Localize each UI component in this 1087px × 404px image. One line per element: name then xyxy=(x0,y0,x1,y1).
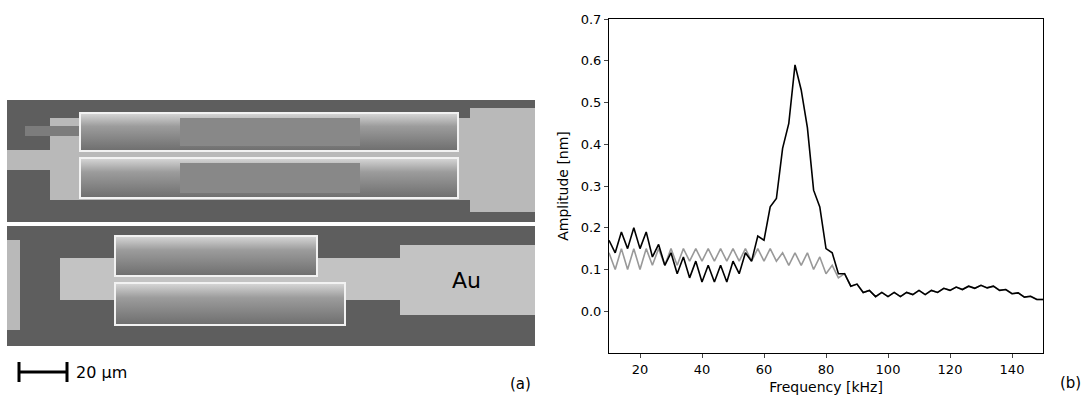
svg-text:0.0: 0.0 xyxy=(581,304,602,319)
svg-text:140: 140 xyxy=(1000,362,1025,377)
svg-text:0.7: 0.7 xyxy=(581,12,602,27)
svg-text:20 µm: 20 µm xyxy=(76,363,127,382)
svg-text:80: 80 xyxy=(818,362,835,377)
svg-text:40: 40 xyxy=(694,362,711,377)
svg-text:120: 120 xyxy=(938,362,963,377)
svg-text:0.6: 0.6 xyxy=(581,53,602,68)
svg-text:Amplitude [nm]: Amplitude [nm] xyxy=(555,131,571,241)
svg-text:0.3: 0.3 xyxy=(581,179,602,194)
svg-text:0.2: 0.2 xyxy=(581,220,602,235)
svg-text:0.5: 0.5 xyxy=(581,95,602,110)
svg-text:60: 60 xyxy=(756,362,773,377)
svg-text:20: 20 xyxy=(632,362,649,377)
html-text:(b): (b) xyxy=(1060,374,1082,392)
svg-text:100: 100 xyxy=(876,362,901,377)
svg-text:0.4: 0.4 xyxy=(581,137,602,152)
svg-text:Au: Au xyxy=(452,268,481,293)
svg-text:Frequency [kHz]: Frequency [kHz] xyxy=(769,379,883,395)
svg-text:0.1: 0.1 xyxy=(581,262,602,277)
svg-text:(a): (a) xyxy=(510,375,531,393)
